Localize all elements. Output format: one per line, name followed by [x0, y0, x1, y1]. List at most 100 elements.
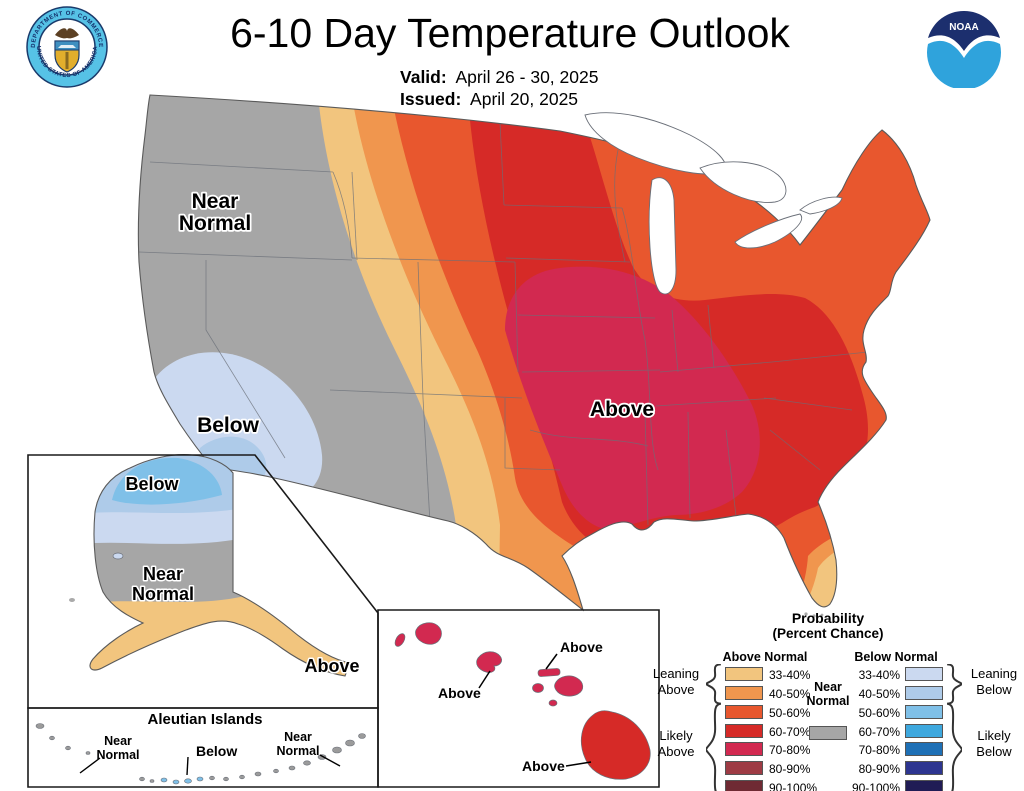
inset-boxes	[27, 454, 660, 788]
legend-bin-above-1: 40-50%	[769, 687, 811, 701]
valid-line: Valid: April 26 - 30, 2025	[400, 66, 598, 88]
hawaii-inset-box	[377, 609, 660, 788]
legend-bin-below-1: 40-50%	[858, 687, 900, 701]
legend-swatch-near-normal	[809, 726, 847, 740]
legend-bin-below-3: 60-70%	[858, 725, 900, 739]
issued-value: April 20, 2025	[470, 89, 579, 109]
aleutian-pointer-lines	[79, 754, 341, 776]
leaning-below-line-1: Leaning	[970, 666, 1018, 681]
legend-swatch-below-80-90	[905, 761, 943, 775]
aleutian-below-label: Below	[196, 743, 237, 759]
legend-bin-below-0: 33-40%	[858, 668, 900, 682]
legend-near-line-2: Normal	[806, 694, 850, 708]
alaska-below-label: Below	[125, 474, 179, 494]
state-borders	[138, 121, 869, 526]
doc-seal-logo: DEPARTMENT OF COMMERCE UNITED STATES OF …	[26, 6, 108, 88]
island-kauai	[415, 622, 442, 645]
legend-near-line-1: Near	[814, 680, 842, 694]
legend-swatch-above-40-50	[725, 686, 763, 700]
seal-ship-icon	[58, 45, 76, 48]
hawaii-above-label-2: Above	[438, 685, 481, 701]
likely-below-brace	[946, 703, 962, 791]
leaning-above-line-1: Leaning	[652, 666, 700, 681]
conus-near-normal-label-1: Near	[192, 190, 239, 213]
legend-swatch-below-70-80	[905, 742, 943, 756]
valid-label: Valid:	[400, 67, 447, 87]
alaska-small-island-2	[69, 598, 75, 602]
lake-ontario	[799, 196, 843, 215]
valid-value: April 26 - 30, 2025	[455, 67, 599, 87]
aleutian-near-left-2: Normal	[96, 748, 139, 762]
noaa-logo-bottom	[927, 40, 1001, 88]
likely-above-line-2: Above	[657, 744, 695, 759]
legend-swatch-above-50-60	[725, 705, 763, 719]
leaning-below-line-2: Below	[976, 682, 1012, 697]
legend-swatch-above-60-70	[725, 724, 763, 738]
legend-bin-above-2: 50-60%	[769, 706, 811, 720]
noaa-logo-top	[928, 10, 1000, 51]
legend-swatch-below-50-60	[905, 705, 943, 719]
conus-near-normal-label-2: Normal	[179, 212, 251, 235]
alaska-outline	[89, 454, 351, 677]
legend-swatch-above-80-90	[725, 761, 763, 775]
issued-label: Issued:	[400, 89, 462, 109]
alaska-near-label-2: Normal	[132, 584, 194, 604]
probability-legend: Probability (Percent Chance) Above Norma…	[650, 610, 1020, 791]
legend-bin-below-2: 50-60%	[858, 706, 900, 720]
legend-swatch-below-60-70	[905, 724, 943, 738]
legend-bin-above-4: 70-80%	[769, 743, 811, 757]
legend-swatch-above-70-80	[725, 742, 763, 756]
alaska-above-label: Above	[304, 656, 359, 676]
lake-huron	[699, 161, 787, 203]
seal-eagle-icon	[55, 28, 79, 39]
likely-above-label: Likely Above	[644, 728, 708, 760]
legend-bin-above-5: 80-90%	[769, 762, 811, 776]
legend-title: Probability	[791, 610, 865, 626]
legend-subtitle: (Percent Chance)	[772, 626, 884, 641]
aleutian-islands: Aleutian Islands Near Normal Below Near …	[35, 711, 366, 785]
island-hawaii-big	[580, 710, 651, 780]
legend-bin-below-6: 90-100%	[851, 781, 900, 791]
page-title: 6-10 Day Temperature Outlook	[230, 10, 790, 56]
island-niihau	[394, 633, 406, 647]
island-maui	[554, 675, 584, 697]
aleutian-title: Aleutian Islands	[147, 711, 262, 728]
legend-near-normal-label: Near Normal	[796, 680, 860, 708]
likely-above-line-1: Likely	[659, 728, 693, 743]
leaning-above-label: Leaning Above	[644, 666, 708, 698]
island-molokai	[537, 668, 561, 677]
noaa-logo: NOAA	[927, 10, 1001, 88]
legend-swatch-below-40-50	[905, 686, 943, 700]
legend-swatch-above-33-40	[725, 667, 763, 681]
legend-below-header: Below Normal	[854, 650, 938, 664]
validity-block: Valid: April 26 - 30, 2025 Issued: April…	[400, 66, 598, 110]
hawaii-above-label-3: Above	[522, 758, 565, 774]
legend-bin-below-5: 80-90%	[858, 762, 900, 776]
aleutian-near-left-1: Near	[104, 734, 132, 748]
alaska-below-50-60-cap	[112, 457, 222, 505]
legend-swatch-below-33-40	[905, 667, 943, 681]
island-oahu	[476, 651, 502, 673]
likely-above-brace	[706, 703, 722, 791]
issued-line: Issued: April 20, 2025	[400, 88, 598, 110]
leaning-below-brace	[946, 664, 962, 704]
hawaii-above-label-1: Above	[560, 639, 603, 655]
seal-column	[65, 52, 69, 69]
legend-bin-below-4: 70-80%	[858, 743, 900, 757]
contour-above-70-80	[505, 266, 760, 530]
hawaii-pointer-lines	[478, 653, 592, 767]
conus-band-layers	[138, 95, 930, 610]
legend-above-header: Above Normal	[722, 650, 808, 664]
hawaii-islands	[394, 622, 651, 780]
lake-michigan	[648, 177, 677, 295]
legend-bin-above-0: 33-40%	[769, 668, 811, 682]
florida-keys	[804, 612, 824, 618]
leaning-below-label: Leaning Below	[962, 666, 1024, 698]
likely-below-label: Likely Below	[962, 728, 1024, 760]
legend-swatch-below-90-100	[905, 780, 943, 791]
noaa-logo-text: NOAA	[949, 22, 978, 33]
lake-erie	[734, 213, 802, 249]
leaning-above-brace	[706, 664, 722, 704]
